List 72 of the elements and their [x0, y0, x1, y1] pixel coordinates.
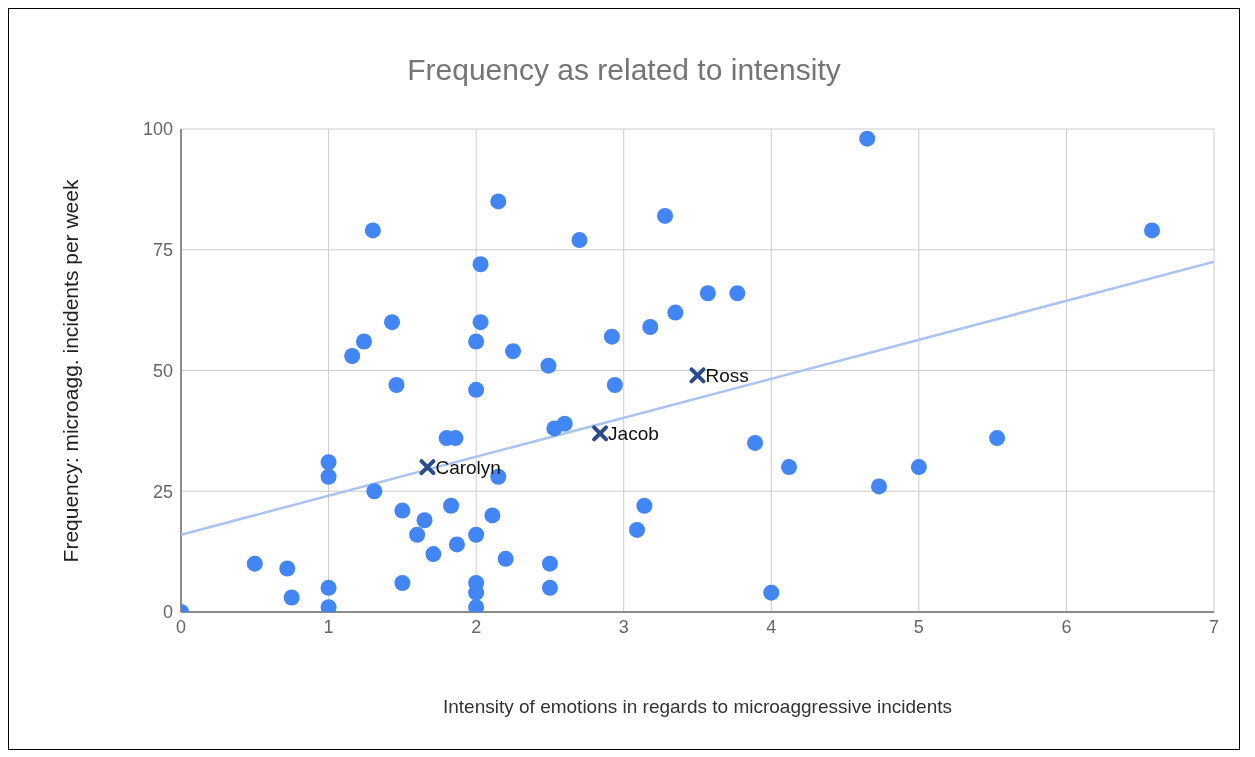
point — [667, 304, 684, 321]
point — [636, 497, 653, 514]
point — [366, 483, 383, 500]
point — [763, 584, 780, 601]
point — [384, 314, 401, 331]
point — [364, 222, 381, 239]
point — [448, 536, 465, 553]
x-tick-label: 0 — [175, 616, 187, 637]
point — [747, 434, 764, 451]
point — [394, 575, 411, 592]
point — [780, 459, 797, 476]
point — [859, 130, 876, 147]
y-tick-label: 100 — [142, 119, 173, 140]
point — [505, 343, 522, 360]
point — [320, 468, 337, 485]
point — [1144, 222, 1161, 239]
point — [571, 232, 588, 249]
point — [472, 256, 489, 273]
x-tick-label: 4 — [766, 616, 777, 637]
point — [729, 285, 746, 302]
x-tick-label: 6 — [1061, 616, 1072, 637]
point — [394, 502, 411, 519]
annotation: Ross — [705, 365, 749, 387]
y-tick-label: 25 — [152, 481, 173, 502]
point — [320, 454, 337, 471]
point — [320, 579, 337, 596]
point — [497, 550, 514, 567]
y-tick-label: 50 — [152, 360, 173, 381]
point — [468, 526, 485, 543]
point — [279, 560, 296, 577]
point — [657, 207, 674, 224]
annotation: Carolyn — [435, 456, 501, 478]
point — [541, 579, 558, 596]
annotation: Jacob — [608, 423, 659, 445]
point — [468, 381, 485, 398]
point — [592, 425, 609, 442]
point — [556, 415, 573, 432]
x-tick-label: 7 — [1208, 616, 1220, 637]
x-tick-label: 1 — [323, 616, 334, 637]
point — [689, 367, 706, 384]
point — [419, 459, 436, 476]
point — [355, 333, 372, 350]
x-tick-label: 5 — [913, 616, 924, 637]
point — [541, 555, 558, 572]
point — [344, 348, 361, 365]
chart-title: Frequency as related to intensity — [406, 53, 842, 87]
point — [388, 376, 405, 393]
x-tick-label: 2 — [471, 616, 482, 637]
point — [468, 333, 485, 350]
point — [484, 507, 501, 524]
point — [490, 193, 507, 210]
y-axis-title: Frequency: microagg. incidents per week — [59, 179, 83, 563]
point — [472, 314, 489, 331]
point — [443, 497, 460, 514]
point — [425, 546, 442, 563]
y-tick-label: 75 — [152, 240, 173, 261]
x-tick-label: 3 — [618, 616, 629, 637]
point — [283, 589, 300, 606]
point — [416, 512, 433, 529]
point — [989, 430, 1006, 447]
point — [540, 357, 557, 374]
point — [642, 319, 659, 336]
point — [699, 285, 716, 302]
point — [910, 459, 927, 476]
point — [606, 376, 623, 393]
y-tick-label: 0 — [162, 602, 173, 623]
x-axis-title: Intensity of emotions in regards to microaggressive incidents — [442, 696, 953, 718]
point — [603, 328, 620, 345]
point — [629, 521, 645, 538]
point — [871, 478, 888, 495]
point — [409, 526, 426, 543]
point — [246, 555, 263, 572]
